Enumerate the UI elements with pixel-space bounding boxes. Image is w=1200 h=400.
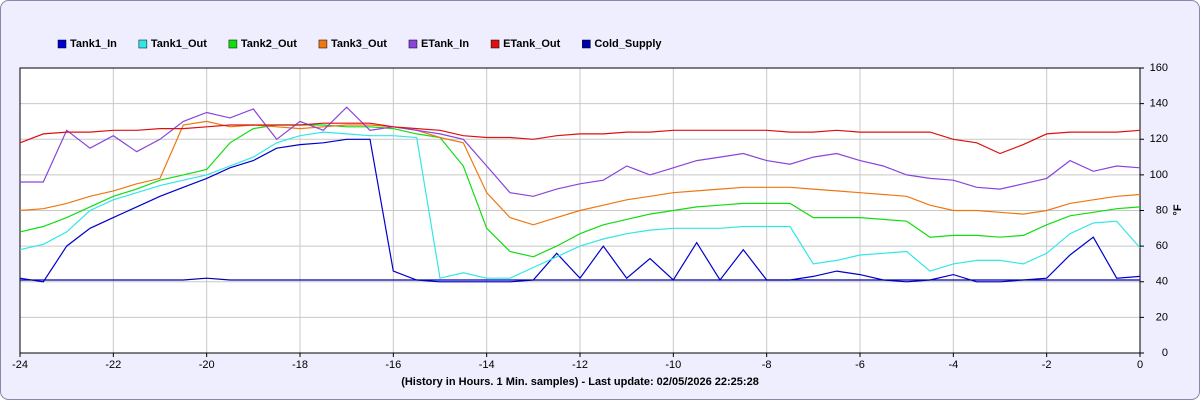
series-line	[19, 120, 1141, 226]
series-line	[19, 138, 1141, 283]
legend-swatch	[582, 39, 591, 49]
x-tick-label: -4	[948, 359, 958, 371]
legend-entry: ETank_In	[421, 38, 469, 50]
series-line	[20, 277, 1140, 281]
y-tick-label: 120	[1150, 133, 1168, 145]
y-tick-label: 160	[1150, 62, 1168, 74]
x-tick-label: -24	[12, 359, 28, 371]
series-line	[19, 124, 1141, 258]
x-tick-label: -16	[385, 359, 401, 371]
x-tick-label: -6	[855, 359, 865, 371]
series-line	[19, 131, 1141, 279]
x-tick-label: -10	[665, 359, 681, 371]
x-tick-label: -2	[1042, 359, 1052, 371]
x-tick-label: -22	[105, 359, 121, 371]
legend-entry: Tank1_Out	[151, 38, 207, 50]
x-tick-label: -18	[292, 359, 308, 371]
legend-swatch	[490, 39, 500, 49]
y-tick-label: 20	[1156, 311, 1168, 323]
x-tick-label: -8	[762, 359, 772, 371]
y-axis-label: °F	[1172, 204, 1184, 215]
y-tick-label: 80	[1156, 204, 1168, 216]
legend-entry: ETank_Out	[503, 38, 561, 50]
x-tick-label: -12	[572, 359, 588, 371]
x-tick-label: -14	[479, 359, 495, 371]
y-tick-label: 60	[1156, 240, 1168, 252]
legend-entry: Cold_Supply	[594, 38, 662, 50]
x-tick-label: 0	[1137, 359, 1143, 371]
legend-swatch	[228, 39, 238, 49]
legend-entry: Tank2_Out	[241, 38, 297, 50]
legend-swatch	[408, 39, 418, 49]
legend-swatch	[318, 39, 328, 49]
legend-entry: Tank3_Out	[331, 38, 387, 50]
y-tick-label: 140	[1150, 98, 1168, 110]
legend-swatch	[138, 39, 148, 49]
y-tick-label: 0	[1162, 347, 1168, 359]
y-tick-label: 100	[1150, 169, 1168, 181]
legend-swatch	[57, 39, 67, 49]
x-axis-label: (History in Hours. 1 Min. samples) - Las…	[401, 376, 759, 388]
y-tick-label: 40	[1156, 276, 1168, 288]
legend-entry: Tank1_In	[70, 38, 117, 50]
series-line	[20, 106, 1141, 197]
x-tick-label: -20	[199, 359, 215, 371]
series-line	[19, 122, 1141, 155]
